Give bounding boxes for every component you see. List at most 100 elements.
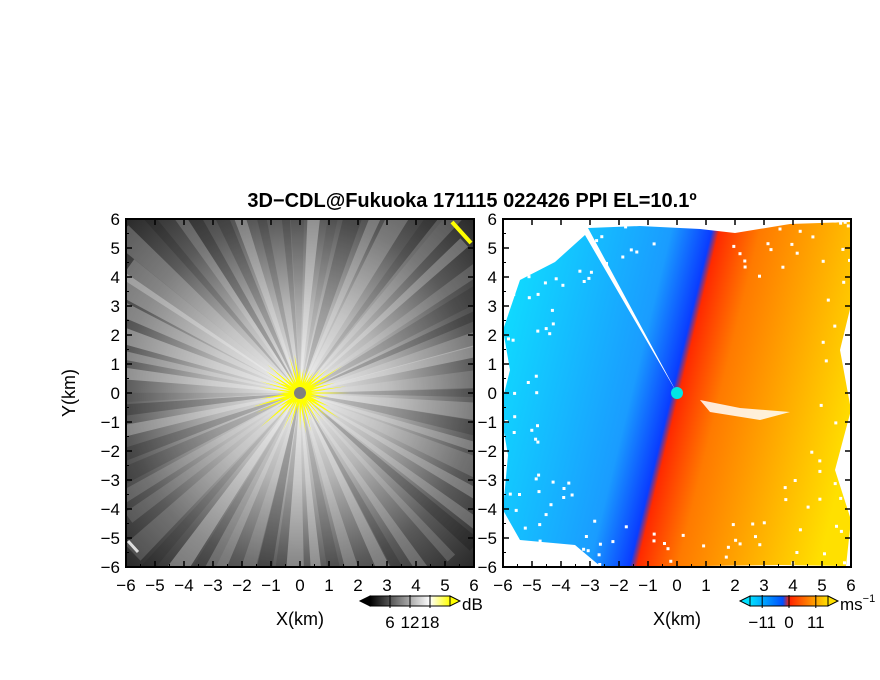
reflectivity-beam (126, 393, 300, 461)
y-tick-label: 4 (488, 268, 497, 287)
missing-data-cell (848, 258, 851, 262)
missing-data-cell (534, 477, 538, 481)
y-tick-label: 6 (488, 210, 497, 229)
missing-data-cell (582, 547, 586, 551)
missing-data-cell (548, 332, 552, 336)
missing-data-cell (735, 220, 739, 223)
missing-data-cell (821, 340, 825, 344)
y-tick-label: −5 (101, 529, 120, 548)
missing-data-cell (508, 492, 512, 496)
missing-data-cell (503, 375, 506, 379)
missing-data-cell (848, 367, 851, 371)
low-signal-gap (700, 400, 790, 420)
reflectivity-beam (126, 393, 300, 416)
missing-data-cell (527, 275, 531, 279)
missing-data-cell (605, 262, 608, 265)
missing-data-cell (513, 415, 517, 419)
missing-data-cell (584, 535, 588, 538)
missing-data-cell (843, 346, 847, 350)
missing-data-cell (523, 526, 527, 530)
missing-data-cell (726, 545, 730, 549)
missing-data-cell (530, 428, 534, 432)
colorbar-high-arrow (449, 595, 462, 607)
missing-data-cell (821, 259, 825, 263)
missing-data-cell (624, 525, 628, 529)
missing-data-cell (833, 482, 837, 486)
x-tick-label: 0 (672, 576, 681, 595)
missing-data-cell (550, 308, 554, 312)
reflectivity-beam (300, 393, 474, 478)
missing-data-cell (624, 225, 628, 229)
missing-data-cell (795, 551, 799, 554)
reflectivity-beam (187, 219, 300, 393)
missing-data-cell (509, 282, 513, 286)
reflectivity-beam (167, 393, 300, 567)
missing-data-cell (730, 221, 734, 225)
reflectivity-beam (300, 393, 359, 567)
reflectivity-beam (126, 393, 300, 437)
x-tick-label: 5 (817, 576, 826, 595)
missing-data-cell (663, 542, 666, 545)
reflectivity-beam (143, 219, 300, 393)
velocity-panel: −6 −5 −4 −3 −2 −1 0 1 2 3 4 5 6 6 5 4 3 2 1 0 −1 −2 −3 −4 −5 −6 X… (478, 210, 876, 632)
reflectivity-beam (215, 219, 300, 393)
missing-data-cell (549, 503, 553, 507)
reflectivity-beam (300, 393, 474, 436)
missing-data-cell (731, 523, 735, 527)
y-tick-label: 3 (488, 297, 497, 316)
missing-data-cell (504, 559, 508, 563)
x-tick-label: −3 (203, 576, 222, 595)
reflectivity-beam (300, 219, 362, 393)
reflectivity-beam (300, 219, 463, 393)
missing-data-cell (724, 555, 728, 559)
missing-data-cell (587, 276, 591, 280)
missing-data-cell (824, 359, 828, 363)
missing-data-cell (819, 403, 823, 407)
y-tick-label: −1 (478, 413, 497, 432)
missing-data-cell (842, 280, 846, 284)
corner-echo (450, 220, 473, 245)
missing-data-cell (833, 219, 837, 223)
reflectivity-beam (300, 345, 474, 393)
reflectivity-beam (126, 367, 300, 393)
radar-site-marker (294, 387, 306, 399)
missing-data-cell (843, 220, 847, 224)
missing-data-cell (578, 269, 582, 273)
missing-data-cell (754, 535, 757, 539)
reflectivity-beam (174, 219, 300, 393)
missing-data-cell (758, 274, 761, 278)
x-tick-label: 5 (440, 576, 449, 595)
missing-data-cell (743, 259, 747, 263)
missing-data-cell (839, 496, 843, 500)
reflectivity-beam (300, 393, 456, 562)
missing-data-cell (512, 431, 516, 434)
x-tick-label: 2 (730, 576, 739, 595)
reflectivity-beam (300, 393, 391, 567)
missing-data-cell (818, 459, 822, 463)
missing-data-cell (648, 223, 652, 226)
missing-data-cell (586, 549, 590, 553)
reflectivity-beam (275, 393, 300, 567)
missing-data-cell (790, 242, 794, 246)
y-tick-label: −2 (478, 442, 497, 461)
missing-data-cell (539, 224, 543, 228)
missing-data-cell (843, 561, 846, 565)
colorbar-tick-label: 6 (385, 613, 394, 632)
corner-echo (126, 539, 140, 554)
reflectivity-beam (300, 370, 474, 393)
reflectivity-beam (300, 393, 340, 567)
missing-data-cell (507, 227, 511, 231)
y-tick-label: 3 (111, 297, 120, 316)
reflectivity-beam (192, 393, 300, 567)
reflectivity-beam (241, 393, 300, 567)
colorbar-low-arrow (738, 595, 751, 607)
y-tick-label: −4 (478, 500, 497, 519)
reflectivity-beam (126, 351, 300, 393)
missing-data-cell (834, 421, 838, 425)
missing-data-cell (567, 481, 571, 485)
x-tick-label: 6 (846, 576, 855, 595)
missing-data-cell (549, 223, 553, 227)
missing-data-cell (818, 497, 822, 501)
missing-data-cell (835, 524, 838, 528)
reflectivity-beam (300, 219, 381, 393)
